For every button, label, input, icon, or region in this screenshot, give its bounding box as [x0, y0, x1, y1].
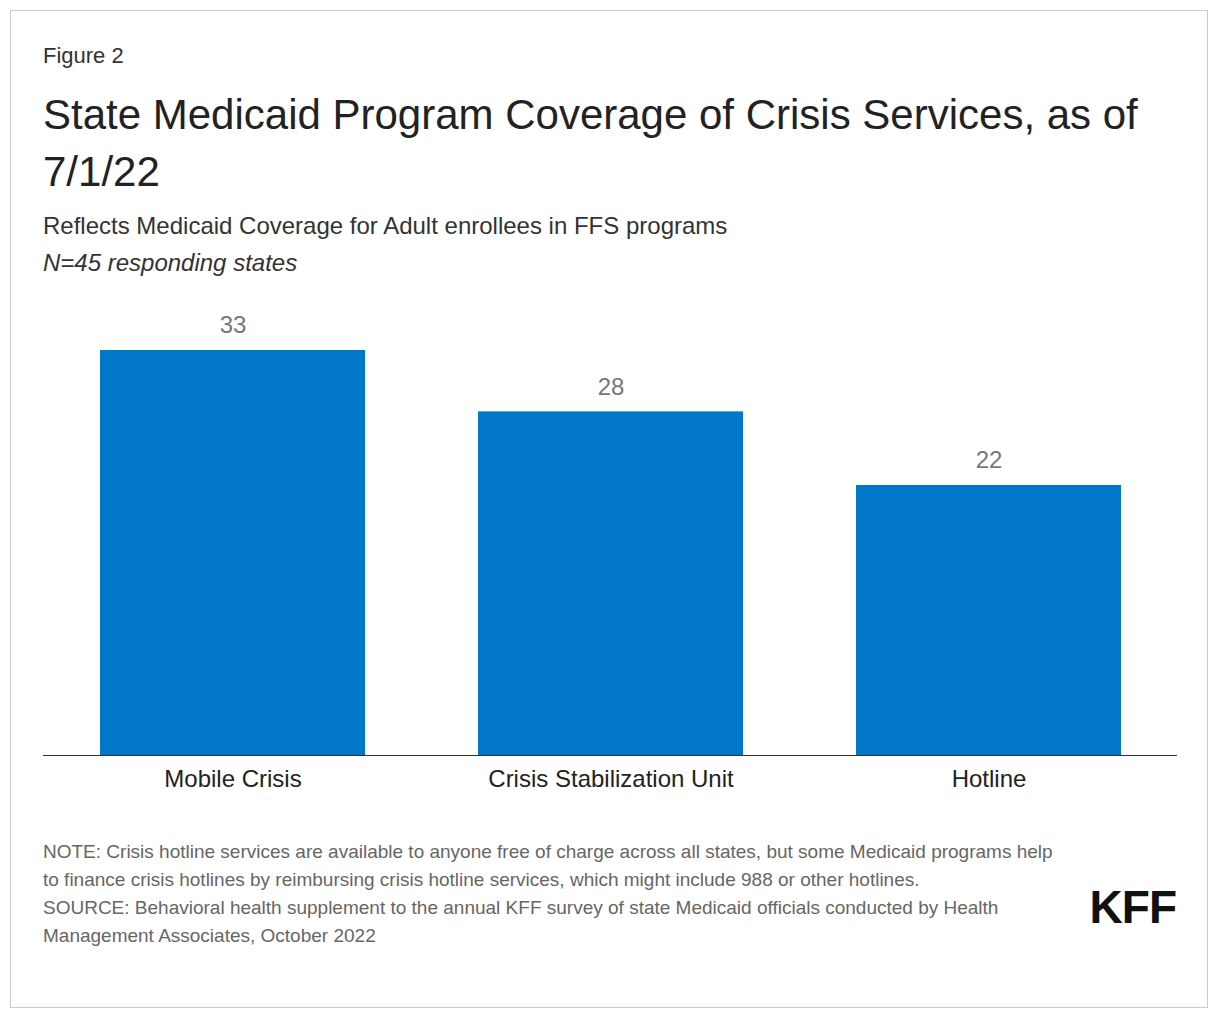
- html-text:N=45 responding states: N=45 responding states: [43, 249, 298, 276]
- svg-text:Hotline: Hotline: [952, 765, 1027, 792]
- html-text:State Medicaid Program Coverag: State Medicaid Program Coverage of Crisi…: [43, 91, 1138, 195]
- svg-text:28: 28: [598, 373, 625, 400]
- svg-text:Mobile Crisis: Mobile Crisis: [164, 765, 301, 792]
- html-text:Reflects Medicaid Coverage for: Reflects Medicaid Coverage for Adult enr…: [43, 212, 728, 239]
- html-text:KFF: KFF: [1089, 881, 1176, 933]
- svg-text:22: 22: [976, 446, 1003, 473]
- svg-text:Crisis Stabilization Unit: Crisis Stabilization Unit: [488, 765, 734, 792]
- svg-text:33: 33: [220, 311, 247, 338]
- html-text:Figure 2: Figure 2: [43, 43, 124, 68]
- html-text:SOURCE: Behavioral health supp: SOURCE: Behavioral health supplement to …: [43, 897, 999, 946]
- html-text:NOTE: Crisis hotline services: NOTE: Crisis hotline services are availa…: [43, 841, 1053, 890]
